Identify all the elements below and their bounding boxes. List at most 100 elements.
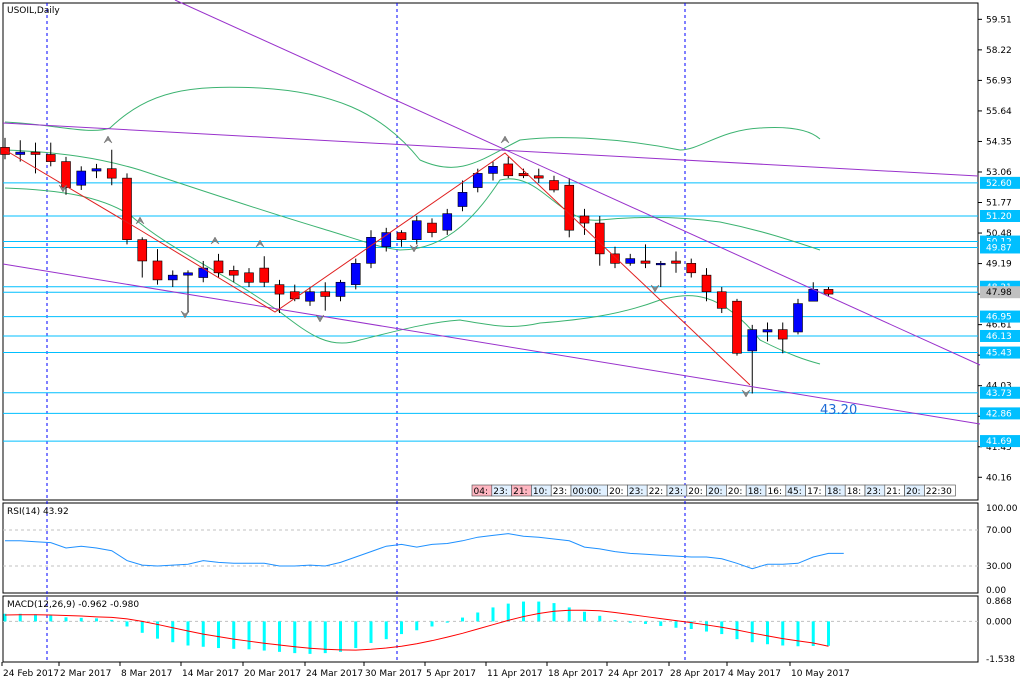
macd-histogram-bar bbox=[232, 621, 236, 649]
bollinger-band-line bbox=[4, 86, 821, 168]
candle-body bbox=[106, 168, 117, 179]
rsi-tick-label: 30.00 bbox=[986, 562, 1012, 572]
macd-histogram-bar bbox=[110, 619, 114, 622]
candle-body bbox=[701, 274, 712, 293]
rsi-tick-label: 70.00 bbox=[986, 526, 1012, 536]
candle-body bbox=[503, 163, 514, 177]
macd-histogram-bar bbox=[156, 621, 159, 639]
macd-histogram-bar bbox=[186, 621, 190, 646]
time-label-text: 21: bbox=[886, 487, 900, 497]
macd-histogram-bar bbox=[64, 617, 68, 622]
candle-body bbox=[640, 260, 651, 264]
macd-histogram-bar bbox=[827, 621, 830, 646]
fractal-down-arrow bbox=[650, 284, 660, 293]
price-level-label: 46.13 bbox=[986, 332, 1012, 342]
candle-body bbox=[457, 192, 468, 207]
candle-body bbox=[411, 220, 422, 240]
candle-body bbox=[350, 263, 361, 285]
price-tick-label: 53.06 bbox=[986, 168, 1012, 178]
time-label-text: 20: bbox=[688, 487, 702, 497]
macd-histogram-bar bbox=[415, 621, 419, 631]
candle-body bbox=[335, 281, 346, 297]
x-tick-label: 4 May 2017 bbox=[728, 669, 781, 679]
time-label-text: 18: bbox=[827, 487, 841, 497]
time-label-text: 23: bbox=[553, 487, 567, 497]
price-level-badge bbox=[980, 310, 1020, 323]
candle-body bbox=[732, 300, 742, 354]
price-panel-frame bbox=[2, 2, 979, 501]
price-level-label: 46.95 bbox=[986, 313, 1012, 323]
x-tick-label: 10 May 2017 bbox=[791, 669, 850, 679]
candle-body bbox=[472, 173, 483, 188]
price-tick-label: 49.19 bbox=[986, 260, 1012, 270]
macd-signal-line bbox=[4, 609, 829, 651]
time-label-text: 20: bbox=[609, 487, 623, 497]
x-tick-label: 20 Mar 2017 bbox=[244, 669, 301, 679]
macd-histogram-bar bbox=[400, 621, 403, 635]
time-label-text: 10: bbox=[533, 487, 547, 497]
macd-panel-frame bbox=[2, 595, 979, 663]
time-label-text: 20: bbox=[906, 487, 920, 497]
candle-body bbox=[549, 180, 559, 191]
price-level-badge bbox=[980, 435, 1020, 448]
x-tick-label: 24 Mar 2017 bbox=[306, 669, 363, 679]
price-tick-label: 54.35 bbox=[986, 137, 1012, 147]
macd-histogram-bar bbox=[278, 621, 281, 652]
macd-histogram-bar bbox=[537, 601, 541, 622]
price-tick-label: 41.45 bbox=[986, 443, 1012, 453]
candle-body bbox=[625, 258, 636, 264]
fractal-down-arrow bbox=[58, 184, 68, 193]
macd-histogram-bar bbox=[674, 621, 678, 628]
rsi-tick-label: 100.00 bbox=[986, 504, 1018, 514]
macd-histogram-bar bbox=[461, 617, 464, 622]
macd-histogram-bar bbox=[644, 621, 647, 624]
macd-histogram-bar bbox=[262, 621, 266, 651]
price-level-label: 41.69 bbox=[986, 437, 1012, 447]
price-tick-label: 51.77 bbox=[986, 199, 1012, 209]
macd-histogram-bar bbox=[171, 621, 175, 643]
macd-histogram-bar bbox=[125, 621, 129, 627]
price-level-badge bbox=[980, 329, 1020, 342]
price-background-layer bbox=[3, 3, 978, 662]
macd-histogram-bar bbox=[430, 621, 434, 627]
time-label-text: 16: bbox=[768, 487, 782, 497]
fractal-up-arrow bbox=[103, 135, 113, 144]
candle-body bbox=[320, 291, 331, 297]
x-tick-label: 11 Apr 2017 bbox=[487, 669, 543, 679]
macd-tick-label: 0.000 bbox=[986, 617, 1012, 627]
candle-body bbox=[213, 260, 224, 274]
macd-histogram-bar bbox=[583, 611, 586, 622]
time-label-text: 23: bbox=[493, 487, 507, 497]
macd-histogram-bar bbox=[506, 603, 510, 622]
time-label-text: 18: bbox=[748, 487, 762, 497]
candle-body bbox=[793, 303, 803, 333]
candle-body bbox=[122, 177, 132, 240]
macd-histogram-bar bbox=[293, 621, 297, 654]
price-tick-label: 40.16 bbox=[986, 473, 1012, 483]
macd-histogram-bar bbox=[34, 614, 37, 622]
price-level-label: 43.73 bbox=[986, 389, 1012, 399]
x-tick-label: 30 Mar 2017 bbox=[365, 669, 422, 679]
candle-body bbox=[533, 175, 544, 179]
x-tick-label: 5 Apr 2017 bbox=[426, 669, 476, 679]
macd-histogram-bar bbox=[750, 621, 754, 643]
price-level-label: 49.87 bbox=[986, 243, 1012, 253]
price-level-label: 51.20 bbox=[986, 212, 1012, 222]
fractal-down-arrow bbox=[315, 314, 325, 323]
candle-body bbox=[747, 329, 758, 352]
trend-line bbox=[174, 0, 981, 366]
candle-body bbox=[91, 168, 102, 172]
price-level-label: 45.43 bbox=[986, 349, 1012, 359]
macd-histogram-bar bbox=[79, 617, 83, 622]
time-label-text: 23: bbox=[669, 487, 683, 497]
candle-body bbox=[381, 232, 392, 248]
time-label-text: 23: bbox=[867, 487, 881, 497]
candle-body bbox=[0, 147, 10, 155]
macd-histogram-bar bbox=[384, 621, 388, 640]
candle-body bbox=[564, 184, 575, 231]
candle-body bbox=[442, 213, 453, 231]
macd-tick-label: -1.538 bbox=[986, 655, 1015, 665]
candle-body bbox=[61, 161, 71, 188]
price-tick-label: 56.93 bbox=[986, 76, 1012, 86]
